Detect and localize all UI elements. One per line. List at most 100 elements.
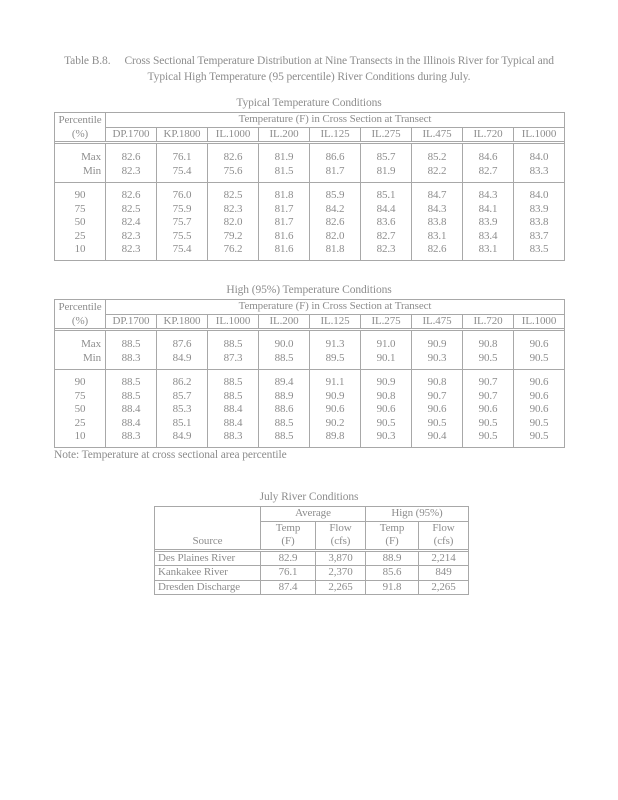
cell: 79.2 <box>207 229 259 243</box>
typical-table-title: Typical Temperature Conditions <box>236 97 382 109</box>
cell: 88.5 <box>105 389 157 403</box>
cell: 90.5 <box>411 416 463 430</box>
column-header: KP.1800 <box>156 127 208 142</box>
cell: 75.7 <box>156 216 208 230</box>
cell: 83.6 <box>360 216 412 230</box>
cell: 81.9 <box>360 164 412 183</box>
row-label: 75 <box>54 202 106 216</box>
table-row: Max 82.6 76.1 82.6 81.9 86.6 85.7 85.2 8… <box>54 143 565 165</box>
cell: 89.8 <box>309 430 361 447</box>
cell: 90.4 <box>411 430 463 447</box>
cell: 82.6 <box>105 182 157 203</box>
table-row: Percentile Temperature (F) in Cross Sect… <box>54 112 565 128</box>
table-row: Source (F) (cfs) (F) (cfs) <box>154 535 469 549</box>
cell: 76.2 <box>207 243 259 260</box>
cell: 85.7 <box>360 143 412 165</box>
cell: 76.1 <box>260 565 316 581</box>
cell: 82.6 <box>105 143 157 165</box>
double-rule <box>154 548 469 552</box>
cell: 84.9 <box>156 430 208 447</box>
cell: 88.9 <box>258 389 310 403</box>
cell: 75.4 <box>156 164 208 183</box>
table-row: Temp Flow Temp Flow <box>154 521 469 535</box>
row-label: Min <box>54 351 106 370</box>
cell: 85.2 <box>411 143 463 165</box>
column-header: IL.475 <box>411 127 463 142</box>
table-row: 25 88.4 85.1 88.4 88.5 90.2 90.5 90.5 90… <box>54 416 565 430</box>
table-row: Max 88.5 87.6 88.5 90.0 91.3 91.0 90.9 9… <box>54 330 565 352</box>
group-header-high: Hign (95%) <box>365 506 469 522</box>
cell: 82.9 <box>260 551 316 566</box>
column-header: (cfs) <box>418 535 469 549</box>
cell: 90.7 <box>411 389 463 403</box>
cell: 88.4 <box>105 416 157 430</box>
table-row: Dresden Discharge 87.4 2,265 91.8 2,265 <box>154 580 469 595</box>
double-rule <box>54 328 565 331</box>
cell: 90.7 <box>462 389 514 403</box>
table-note: Note: Temperature at cross sectional are… <box>54 449 287 461</box>
cell: 81.7 <box>258 216 310 230</box>
cell: 88.4 <box>105 403 157 417</box>
cell: 88.5 <box>105 369 157 390</box>
cell: 90.6 <box>411 403 463 417</box>
cell: 85.6 <box>365 565 419 581</box>
cell: 90.5 <box>462 416 514 430</box>
cell: 83.1 <box>411 229 463 243</box>
cell: 82.5 <box>105 202 157 216</box>
row-label: Max <box>54 143 106 165</box>
cell: 91.3 <box>309 330 361 352</box>
cell: 85.7 <box>156 389 208 403</box>
cell: 2,214 <box>418 551 469 566</box>
cell: 81.8 <box>258 182 310 203</box>
table-caption-line1: Table B.8. Cross Sectional Temperature Di… <box>0 53 618 69</box>
cell: 84.6 <box>462 143 514 165</box>
cell: 87.4 <box>260 580 316 595</box>
cell: 83.5 <box>513 243 565 260</box>
cell: 90.5 <box>462 351 514 370</box>
table-caption-line2: Typical High Temperature (95 percentile)… <box>147 71 471 83</box>
cell: 90.6 <box>462 403 514 417</box>
cell: 90.5 <box>513 430 565 447</box>
column-header: Flow <box>418 521 469 535</box>
column-header: Temp <box>260 521 316 535</box>
cell: 83.3 <box>513 164 565 183</box>
cell: 90.5 <box>513 351 565 370</box>
table-row: 25 82.3 75.5 79.2 81.6 82.0 82.7 83.1 83… <box>54 229 565 243</box>
cell: 83.4 <box>462 229 514 243</box>
cell: 85.1 <box>360 182 412 203</box>
cell: 84.0 <box>513 182 565 203</box>
row-label: 75 <box>54 389 106 403</box>
column-header: IL.200 <box>258 314 310 329</box>
column-header: Temp <box>365 521 419 535</box>
table-row: 50 82.4 75.7 82.0 81.7 82.6 83.6 83.8 83… <box>54 216 565 230</box>
typical-temperature-table: Percentile Temperature (F) in Cross Sect… <box>54 112 565 261</box>
row-label: 50 <box>54 403 106 417</box>
cell: 82.3 <box>105 243 157 260</box>
cell: 84.1 <box>462 202 514 216</box>
cell: 82.5 <box>207 182 259 203</box>
column-header: (cfs) <box>315 535 366 549</box>
cell: 90.9 <box>360 369 412 390</box>
row-label: 10 <box>54 243 106 260</box>
cell: 90.8 <box>462 330 514 352</box>
column-header: IL.720 <box>462 314 514 329</box>
column-header: IL.1000 <box>207 127 259 142</box>
cell: 82.2 <box>411 164 463 183</box>
cell: 87.3 <box>207 351 259 370</box>
cell: 90.6 <box>360 403 412 417</box>
percentile-header: Percentile <box>54 112 106 127</box>
column-header: IL.125 <box>309 127 361 142</box>
cell: 89.4 <box>258 369 310 390</box>
cell: 90.3 <box>411 351 463 370</box>
cell: 76.0 <box>156 182 208 203</box>
table-caption-text: Cross Sectional Temperature Distribution… <box>124 55 554 67</box>
cell: 91.8 <box>365 580 419 595</box>
cell: 81.7 <box>309 164 361 183</box>
column-header: IL.1000 <box>513 314 565 329</box>
cell: 82.0 <box>207 216 259 230</box>
cell: 2,370 <box>315 565 366 581</box>
table-row: 50 88.4 85.3 88.4 88.6 90.6 90.6 90.6 90… <box>54 403 565 417</box>
cell: 84.3 <box>462 182 514 203</box>
cell: 88.6 <box>258 403 310 417</box>
